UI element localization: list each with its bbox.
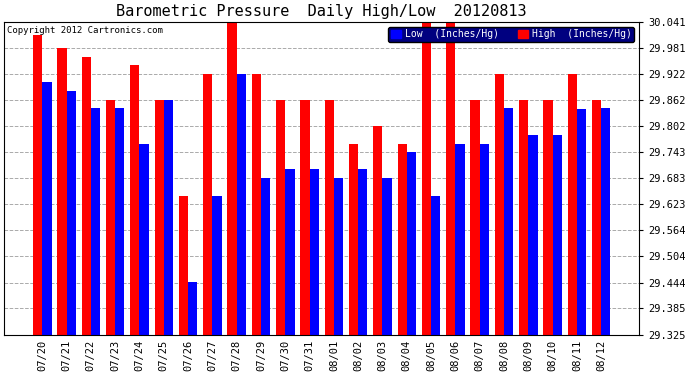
Bar <box>592 100 601 335</box>
Bar <box>553 135 562 335</box>
Bar <box>455 144 464 335</box>
Bar <box>325 100 334 335</box>
Bar <box>529 135 538 335</box>
Bar <box>310 170 319 335</box>
Text: Copyright 2012 Cartronics.com: Copyright 2012 Cartronics.com <box>8 26 164 35</box>
Bar <box>42 82 52 335</box>
Bar <box>252 74 261 335</box>
Bar <box>504 108 513 335</box>
Bar <box>188 282 197 335</box>
Legend: Low  (Inches/Hg), High  (Inches/Hg): Low (Inches/Hg), High (Inches/Hg) <box>388 27 634 42</box>
Bar <box>334 178 343 335</box>
Bar <box>164 100 173 335</box>
Bar <box>66 91 76 335</box>
Bar <box>81 57 91 335</box>
Bar <box>276 100 285 335</box>
Bar <box>431 196 440 335</box>
Bar <box>519 100 529 335</box>
Bar <box>261 178 270 335</box>
Bar <box>203 74 213 335</box>
Bar <box>237 74 246 335</box>
Bar <box>373 126 382 335</box>
Bar <box>349 144 358 335</box>
Bar <box>213 196 221 335</box>
Bar <box>358 170 367 335</box>
Bar <box>91 108 100 335</box>
Bar <box>568 74 577 335</box>
Bar <box>446 22 455 335</box>
Bar <box>155 100 164 335</box>
Bar <box>57 48 66 335</box>
Bar <box>471 100 480 335</box>
Bar <box>495 74 504 335</box>
Bar <box>139 144 149 335</box>
Bar <box>285 170 295 335</box>
Bar <box>179 196 188 335</box>
Bar <box>300 100 310 335</box>
Bar <box>115 108 124 335</box>
Title: Barometric Pressure  Daily High/Low  20120813: Barometric Pressure Daily High/Low 20120… <box>117 4 527 19</box>
Bar <box>130 65 139 335</box>
Bar <box>407 152 416 335</box>
Bar <box>33 35 42 335</box>
Bar <box>577 109 586 335</box>
Bar <box>543 100 553 335</box>
Bar <box>106 100 115 335</box>
Bar <box>228 22 237 335</box>
Bar <box>422 22 431 335</box>
Bar <box>480 144 489 335</box>
Bar <box>382 178 392 335</box>
Bar <box>397 144 407 335</box>
Bar <box>601 108 611 335</box>
